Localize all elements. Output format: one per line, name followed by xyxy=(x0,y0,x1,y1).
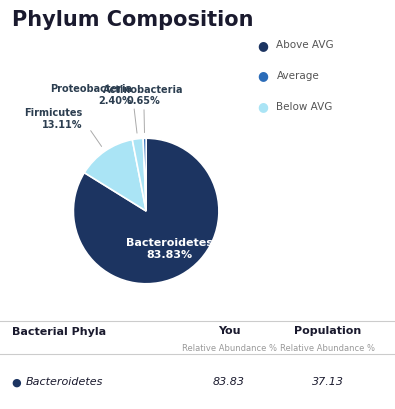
Text: Bacterial Phyla: Bacterial Phyla xyxy=(12,326,106,336)
Text: 37.13: 37.13 xyxy=(312,376,344,387)
Text: You: You xyxy=(218,325,240,335)
Text: Relative Abundance %: Relative Abundance % xyxy=(182,343,276,352)
Text: ●: ● xyxy=(12,376,22,387)
Text: ●: ● xyxy=(257,100,268,113)
Text: Average: Average xyxy=(276,71,319,81)
Text: Proteobacteria
2.40%: Proteobacteria 2.40% xyxy=(51,84,132,106)
Text: Actinobacteria
0.65%: Actinobacteria 0.65% xyxy=(103,85,184,106)
Text: Population: Population xyxy=(294,325,361,335)
Text: Below AVG: Below AVG xyxy=(276,101,333,111)
Text: Bacteroidetes: Bacteroidetes xyxy=(26,376,103,387)
Text: Above AVG: Above AVG xyxy=(276,40,334,50)
Text: Phylum Composition: Phylum Composition xyxy=(12,10,253,30)
Text: Relative Abundance %: Relative Abundance % xyxy=(280,343,375,352)
Wedge shape xyxy=(143,139,146,211)
Wedge shape xyxy=(73,139,219,284)
Text: ●: ● xyxy=(257,69,268,82)
Text: Firmicutes
13.11%: Firmicutes 13.11% xyxy=(24,108,82,130)
Text: ●: ● xyxy=(257,38,268,52)
Wedge shape xyxy=(132,139,146,211)
Text: Bacteroidetes
83.83%: Bacteroidetes 83.83% xyxy=(126,238,213,259)
Text: 83.83: 83.83 xyxy=(213,376,245,387)
Wedge shape xyxy=(84,140,146,211)
